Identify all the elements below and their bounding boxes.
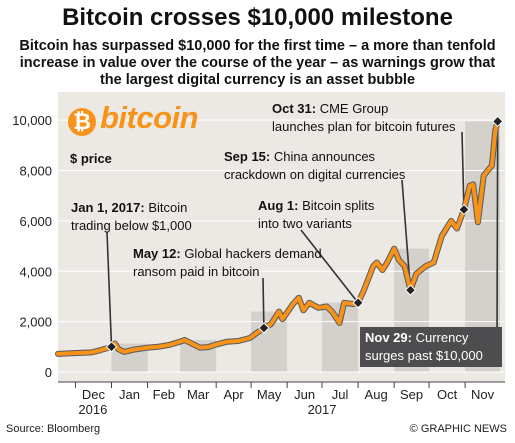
annotation-line1: Jan 1, 2017: Bitcoin (71, 200, 187, 215)
x-tick-label: Jun (294, 387, 315, 402)
annotation-date: Aug 1: (258, 198, 298, 213)
annotation-leader (461, 131, 465, 210)
y-tick-label: 2,000 (19, 315, 52, 330)
annotation-date: Nov 29: (365, 330, 412, 345)
annotation-date: Oct 31: (272, 101, 316, 116)
bitcoin-logo-wordmark: bitcoin (100, 100, 199, 135)
event-marker (491, 115, 504, 128)
annotation-leader (106, 231, 113, 347)
annotation-date: Sep 15: (224, 149, 270, 164)
annotation-line2: surges past $10,000 (365, 348, 483, 363)
y-tick-label: 6,000 (19, 214, 52, 229)
annotation-text: CME Group (316, 101, 388, 116)
y-tick-label: 0 (45, 365, 52, 380)
x-tick-label: Oct (437, 387, 458, 402)
annotation-line1: Sep 15: China announces (224, 149, 376, 164)
annotation-leader (300, 229, 359, 304)
event-marker (352, 297, 364, 309)
y-tick-label: 8,000 (19, 164, 52, 179)
annotation-text: China announces (270, 149, 375, 164)
x-tick-label: Jan (119, 387, 140, 402)
price-line (56, 119, 500, 356)
x-tick-label: Nov (471, 387, 495, 402)
annotation-line2: ransom paid in bitcoin (133, 264, 259, 279)
annotation-leader (496, 121, 499, 343)
x-tick-label: Mar (187, 387, 210, 402)
page-subtitle: Bitcoin has surpassed $10,000 for the fi… (19, 38, 496, 88)
annotation-text: Currency (412, 330, 469, 345)
annotation-line1: Nov 29: Currency (365, 330, 469, 345)
x-tick-label: Jul (332, 387, 349, 402)
x-tick-label: Sep (400, 387, 423, 402)
annotation-line1: Aug 1: Bitcoin splits (258, 198, 375, 213)
source-note: Source: Bloomberg (6, 423, 101, 435)
annotation-line1: Oct 31: CME Group (272, 101, 388, 116)
x-tick-label: Feb (153, 387, 175, 402)
x-tick-label: Dec (82, 387, 106, 402)
x-year-label: 2017 (308, 402, 337, 417)
annotation-line2: into two variants (258, 216, 352, 231)
event-marker (258, 322, 270, 334)
y-tick-label: 4,000 (19, 264, 52, 279)
annotation-line2: crackdown on digital currencies (224, 167, 406, 182)
annotation-line2: trading below $1,000 (71, 218, 192, 233)
x-year-label: 2016 (78, 402, 107, 417)
event-marker (404, 284, 417, 296)
x-tick-label: Apr (224, 387, 245, 402)
annotation-text: Bitcoin splits (298, 198, 374, 213)
annotation-line1: May 12: Global hackers demand (133, 246, 322, 261)
annotation-text: Bitcoin (145, 200, 188, 215)
event-marker (458, 203, 470, 216)
bitcoin-price-chart: 0 2,000 4,000 6,000 8,000 10,000 $ price Dec Jan… (12, 92, 505, 417)
y-tick-label: 10,000 (12, 113, 52, 128)
x-tick-label: Aug (365, 387, 388, 402)
x-tick-label: May (257, 387, 282, 402)
page-title: Bitcoin crosses $10,000 milestone (62, 4, 453, 31)
y-axis-label: $ price (70, 151, 112, 166)
credit-note: © GRAPHIC NEWS (409, 423, 507, 435)
annotation-leader (262, 277, 265, 328)
annotation-line2: launches plan for bitcoin futures (272, 119, 456, 134)
annotation-text: Global hackers demand (181, 246, 322, 261)
highlight-box (360, 327, 502, 367)
event-marker (105, 341, 118, 353)
annotation-date: Jan 1, 2017: (71, 200, 145, 215)
bitcoin-logo-icon: ₿ (68, 108, 96, 136)
annotation-date: May 12: (133, 246, 181, 261)
